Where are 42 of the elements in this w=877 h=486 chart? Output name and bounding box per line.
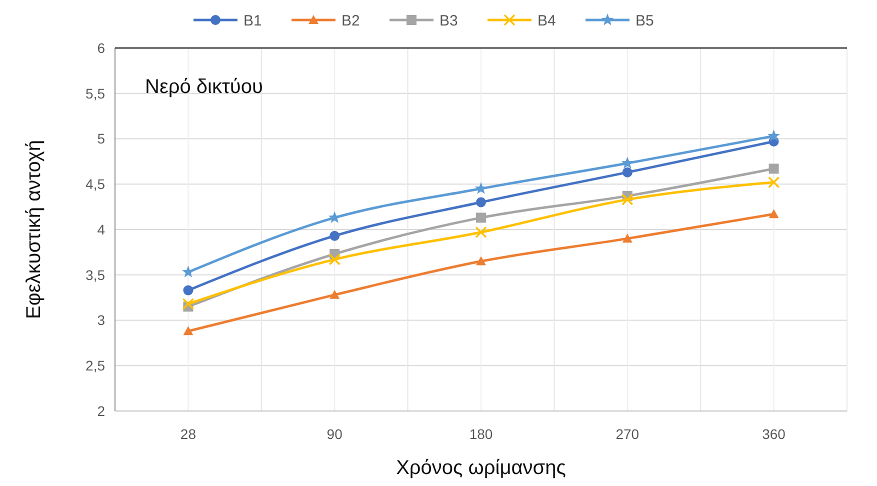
x-tick-label: 180 <box>469 426 493 442</box>
annotation: Νερό δικτύου <box>145 76 263 98</box>
point <box>476 212 486 223</box>
x-tick-label: 360 <box>762 426 786 442</box>
y-tick-label: 3,5 <box>86 266 106 283</box>
y-tick-label: 5,5 <box>86 85 106 102</box>
legend-label: B2 <box>342 12 360 30</box>
point <box>622 194 634 206</box>
point <box>768 130 780 142</box>
y-tick-label: 3 <box>97 312 106 328</box>
point <box>768 176 780 188</box>
point <box>330 290 340 299</box>
point <box>183 326 194 336</box>
point <box>182 266 194 278</box>
legend-label: B1 <box>244 12 262 30</box>
y-tick-label: 4,5 <box>86 176 106 192</box>
y-tick-label: 2 <box>97 402 106 419</box>
point <box>622 167 632 178</box>
point <box>183 285 194 296</box>
y-tick-label: 6 <box>97 40 106 56</box>
point <box>475 226 487 238</box>
y-tick-label: 4 <box>97 221 106 238</box>
point <box>182 298 194 310</box>
point <box>330 230 340 241</box>
point <box>768 209 779 218</box>
legend-label: B5 <box>636 12 654 30</box>
legend-label: B3 <box>440 12 458 30</box>
legend-label: B4 <box>538 12 556 30</box>
x-tick-label: 90 <box>326 426 343 442</box>
y-axis-title: Εφελκυστική αντοχή <box>23 140 45 319</box>
point <box>328 254 340 266</box>
y-tick-label: 5 <box>97 130 106 147</box>
point <box>476 197 486 208</box>
point <box>622 234 632 243</box>
x-tick-label: 28 <box>180 426 196 442</box>
x-axis-title: Χρόνος ωρίμανσης <box>396 457 566 479</box>
point <box>768 164 779 174</box>
point <box>621 156 634 169</box>
point <box>474 182 488 194</box>
x-tick-label: 270 <box>616 426 640 442</box>
y-tick-label: 2,5 <box>86 358 106 374</box>
point <box>476 256 486 266</box>
